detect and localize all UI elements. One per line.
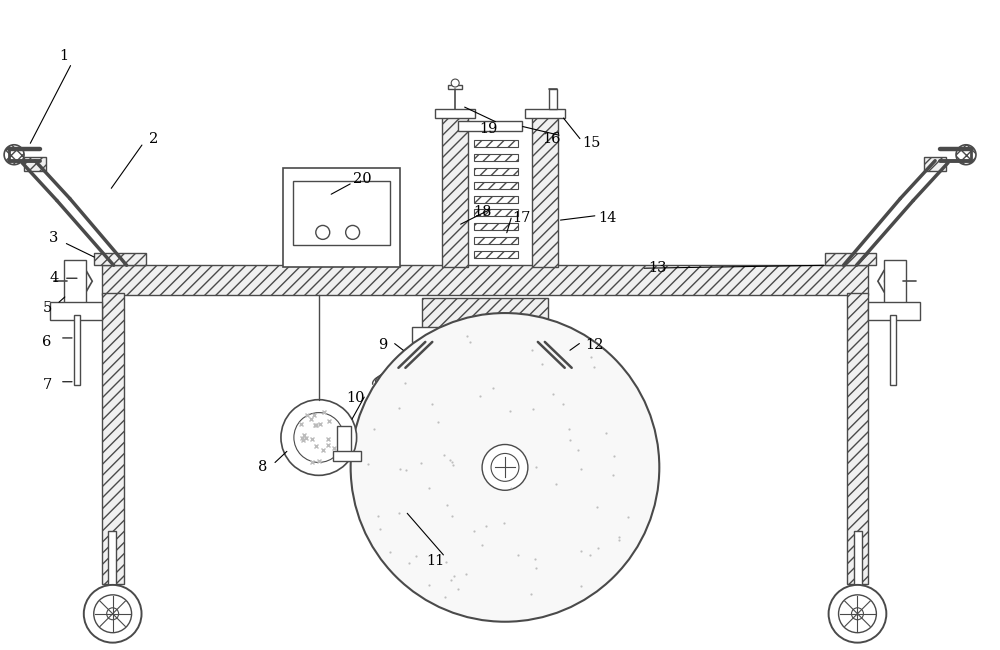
Circle shape xyxy=(884,275,896,287)
Bar xyxy=(854,531,862,586)
Circle shape xyxy=(294,413,344,462)
Circle shape xyxy=(84,585,142,643)
Circle shape xyxy=(829,585,886,643)
Text: 7: 7 xyxy=(42,378,52,392)
Bar xyxy=(108,531,116,586)
Bar xyxy=(442,116,468,267)
Text: 8: 8 xyxy=(258,460,268,474)
Bar xyxy=(884,260,906,315)
Bar xyxy=(847,293,868,584)
Circle shape xyxy=(491,454,519,482)
Circle shape xyxy=(851,608,863,619)
Bar xyxy=(890,315,896,385)
Text: 10: 10 xyxy=(346,391,365,405)
Bar xyxy=(474,209,518,216)
Text: 19: 19 xyxy=(479,122,497,136)
Circle shape xyxy=(107,608,119,619)
Text: 20: 20 xyxy=(353,172,372,186)
Bar xyxy=(102,265,868,295)
Bar xyxy=(474,154,518,161)
Bar xyxy=(458,121,522,131)
Bar xyxy=(868,302,920,320)
Circle shape xyxy=(351,313,659,622)
Bar xyxy=(474,196,518,203)
Text: 18: 18 xyxy=(473,205,491,220)
Bar xyxy=(825,254,876,265)
Bar xyxy=(525,109,565,118)
Bar xyxy=(474,224,518,230)
Circle shape xyxy=(451,79,459,87)
Circle shape xyxy=(4,145,24,164)
Bar xyxy=(532,116,558,267)
Bar xyxy=(74,315,80,385)
Circle shape xyxy=(346,226,360,239)
Circle shape xyxy=(281,400,357,475)
Bar xyxy=(422,298,548,328)
Text: 3: 3 xyxy=(49,231,59,245)
Bar xyxy=(50,302,102,320)
Text: 16: 16 xyxy=(543,132,561,146)
Text: 15: 15 xyxy=(582,136,601,150)
Text: 9: 9 xyxy=(378,338,387,352)
Bar xyxy=(337,426,351,458)
Circle shape xyxy=(94,595,132,632)
Text: 6: 6 xyxy=(42,335,52,349)
Text: 5: 5 xyxy=(42,301,52,315)
Bar xyxy=(474,168,518,175)
Circle shape xyxy=(839,595,876,632)
Text: 13: 13 xyxy=(648,261,667,275)
Circle shape xyxy=(482,445,528,490)
Text: 4: 4 xyxy=(49,271,59,285)
Bar xyxy=(435,109,475,118)
Bar xyxy=(412,327,558,342)
Bar xyxy=(474,237,518,244)
Bar xyxy=(474,252,518,258)
Circle shape xyxy=(316,226,330,239)
Circle shape xyxy=(74,275,86,287)
Text: 2: 2 xyxy=(149,132,158,146)
Text: 17: 17 xyxy=(513,211,531,226)
Bar xyxy=(924,157,946,171)
Text: 11: 11 xyxy=(426,554,444,568)
Text: 12: 12 xyxy=(585,338,604,352)
Bar xyxy=(474,140,518,147)
Bar xyxy=(549,89,557,109)
Bar xyxy=(474,181,518,188)
Bar xyxy=(94,254,146,265)
Bar xyxy=(448,85,462,89)
Text: 1: 1 xyxy=(59,49,68,63)
Bar xyxy=(293,181,390,245)
Bar xyxy=(333,452,361,461)
Text: 14: 14 xyxy=(598,211,617,226)
Bar xyxy=(24,157,46,171)
Bar xyxy=(102,293,124,584)
Bar xyxy=(283,168,400,267)
Circle shape xyxy=(956,145,976,164)
Bar xyxy=(64,260,86,315)
